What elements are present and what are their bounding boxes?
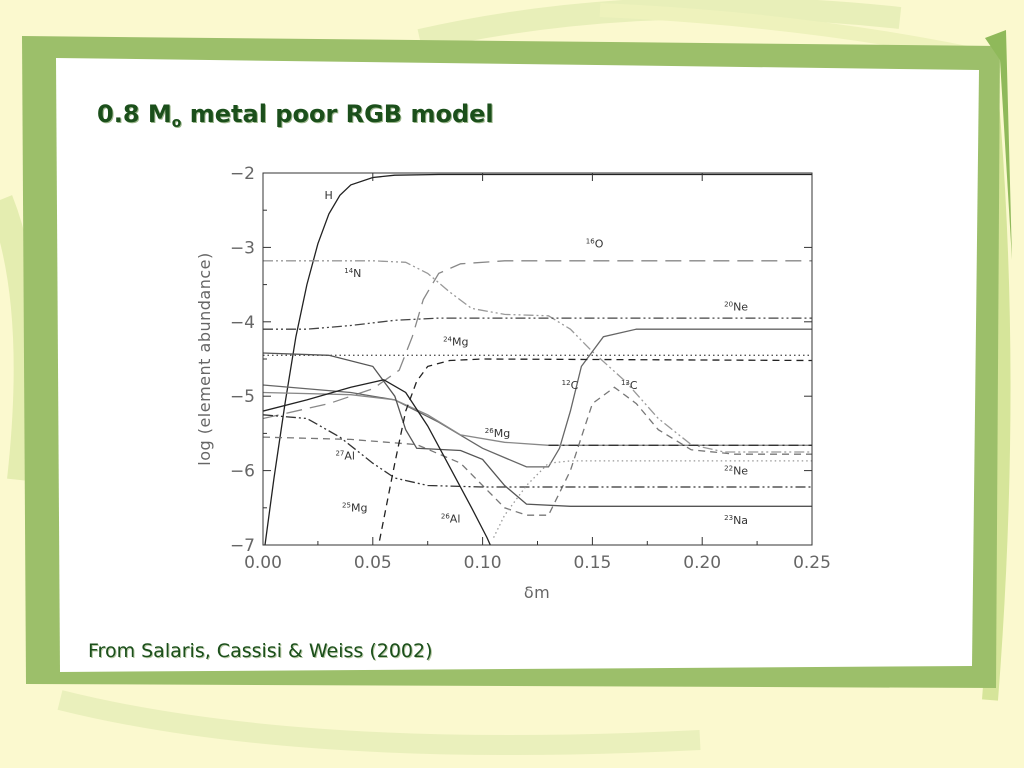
series-line-20ne-3 bbox=[263, 317, 812, 330]
title-main: 0.8 M bbox=[97, 100, 172, 128]
x-tick-label: 0.00 bbox=[244, 553, 282, 573]
tick-layer: 0.00 0.05 0.10 0.15 0.20 0.25 −2 −3 −4 −5 −6 −7 bbox=[230, 164, 831, 573]
species-label-24mg: 24Mg bbox=[443, 336, 468, 349]
title-rest: metal poor RGB model bbox=[181, 100, 494, 128]
series-line-27al-9 bbox=[263, 414, 812, 488]
x-tick-label: 0.20 bbox=[683, 553, 721, 573]
y-tick-label: −7 bbox=[230, 536, 255, 556]
series-line-14n-2 bbox=[263, 260, 812, 453]
species-label-22ne: 22Ne bbox=[724, 464, 748, 477]
curve-layer bbox=[263, 173, 812, 545]
species-label-26mg: 26Mg bbox=[485, 427, 510, 440]
title-subscript: o bbox=[171, 115, 182, 131]
abundance-chart: 0.00 0.05 0.10 0.15 0.20 0.25 −2 −3 −4 −5 −6 −7 H 16… bbox=[185, 160, 845, 605]
y-tick-label: −6 bbox=[230, 462, 255, 482]
slide-title: 0.8 Mo metal poor RGB model bbox=[97, 100, 494, 131]
species-label-20ne: 20Ne bbox=[724, 301, 748, 314]
citation-text: From Salaris, Cassisi & Weiss (2002) bbox=[88, 640, 433, 662]
series-line-26mg-7 bbox=[263, 391, 812, 446]
series-line-16o-1 bbox=[263, 260, 812, 420]
x-tick-label: 0.05 bbox=[354, 553, 392, 573]
species-label-27al: 27Al bbox=[335, 449, 355, 462]
species-label-12c: 12C bbox=[562, 379, 579, 392]
series-line-26al-13 bbox=[377, 358, 812, 545]
x-axis-title: δm bbox=[524, 583, 550, 602]
x-tick-label: 0.25 bbox=[793, 553, 831, 573]
y-axis-title: log (element abundance) bbox=[195, 252, 214, 466]
series-line-23na-11 bbox=[263, 352, 812, 507]
species-label-layer: H 16O 14N 20Ne 24Mg 12C 13C 26Mg 27Al 22Ne 23Na 25M… bbox=[324, 189, 748, 527]
species-label-13c: 13C bbox=[621, 379, 638, 392]
species-label-h: H bbox=[324, 189, 332, 202]
species-label-16o: 16O bbox=[586, 237, 604, 250]
series-line-25mg-12 bbox=[263, 379, 492, 545]
series-line-13c-6 bbox=[263, 386, 812, 516]
species-label-23na: 23Na bbox=[724, 514, 748, 527]
x-tick-label: 0.15 bbox=[573, 553, 611, 573]
y-tick-label: −5 bbox=[230, 387, 255, 407]
series-line-h-0 bbox=[264, 173, 812, 545]
y-tick-label: −4 bbox=[230, 313, 255, 333]
x-tick-label: 0.10 bbox=[464, 553, 502, 573]
species-label-26al: 26Al bbox=[441, 513, 461, 526]
species-label-14n: 14N bbox=[344, 267, 361, 280]
chart-background bbox=[185, 160, 845, 605]
y-tick-label: −3 bbox=[230, 238, 255, 258]
y-tick-label: −2 bbox=[230, 164, 255, 184]
series-line-22ne-10 bbox=[493, 460, 812, 538]
species-label-25mg: 25Mg bbox=[342, 502, 367, 515]
